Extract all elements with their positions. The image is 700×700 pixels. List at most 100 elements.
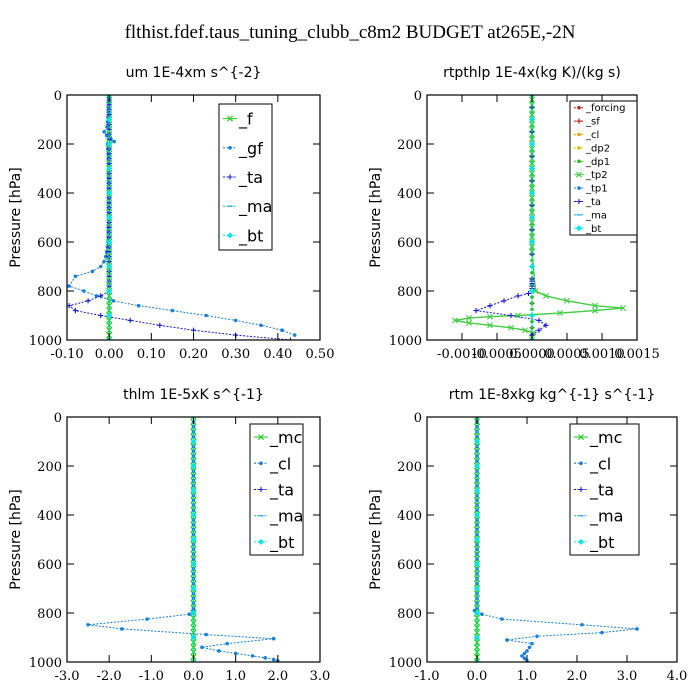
legend-label: _bt xyxy=(585,224,601,235)
series-bt-point xyxy=(474,463,480,469)
legend: _forcing _sf _cl _dp2 _dp1 _tp2 _tp1 _ta _ma _bt xyxy=(569,100,638,236)
series-mc-point xyxy=(190,619,197,626)
legend-label: _forcing xyxy=(585,103,626,114)
series-cl-point xyxy=(191,449,196,454)
series-gf-point xyxy=(67,284,71,288)
series-cl-point xyxy=(250,654,255,658)
series-cl-point xyxy=(525,649,529,653)
legend-swatch-marker xyxy=(576,171,582,178)
legend-swatch-marker xyxy=(578,434,584,441)
series-tp2-point xyxy=(515,312,521,319)
legend-label: _f xyxy=(238,110,253,130)
y-tick-label: 1000 xyxy=(389,334,422,349)
x-tick-label: 0.0 xyxy=(183,669,204,684)
series-gf-point xyxy=(112,139,117,144)
series-bt-point xyxy=(529,239,535,245)
legend-label: _tp1 xyxy=(585,184,608,195)
legend-label: _gf xyxy=(238,139,263,159)
series-cl-point xyxy=(475,434,479,439)
series-cl-point xyxy=(475,532,479,537)
legend-label: _ta xyxy=(589,481,614,501)
series-cl-point xyxy=(86,622,90,627)
legend-label: _bt xyxy=(238,226,263,246)
series-tp2-point xyxy=(529,95,535,98)
series-cl-point xyxy=(522,656,527,661)
legend: _mc _cl _ta _ma _bt xyxy=(569,423,640,556)
y-tick-label: 0 xyxy=(414,411,422,426)
x-tick-label: 2.0 xyxy=(267,669,288,684)
series-group xyxy=(86,417,280,662)
series-ta-point xyxy=(190,327,197,333)
panel-title: rtpthlp 1E-4x(kg K)/(kg s) xyxy=(443,65,621,81)
panel-title: um 1E-4xm s^{-2} xyxy=(126,65,262,81)
x-tick-label: 3.0 xyxy=(310,669,331,684)
series-f-point xyxy=(106,337,113,340)
series-cl-point xyxy=(191,523,196,527)
series-cl-point xyxy=(191,498,196,503)
x-tick-label: 0.0000 xyxy=(509,347,555,362)
series-bt-point xyxy=(190,561,197,567)
legend-box xyxy=(569,100,638,236)
x-tick-label: -1.0 xyxy=(139,669,164,684)
series-cl-point xyxy=(475,498,479,503)
series-bt-point xyxy=(190,536,197,543)
legend-swatch-marker xyxy=(577,159,581,164)
series-cl-point xyxy=(191,596,196,601)
series-tp2-point xyxy=(529,337,535,340)
series-ta-line xyxy=(475,95,547,340)
series-tp2-point xyxy=(532,288,539,294)
series-gf-point xyxy=(136,303,141,308)
series-ta-point xyxy=(127,317,133,323)
series-group xyxy=(472,417,639,662)
y-tick-label: 800 xyxy=(37,607,62,622)
x-tick-label: 0.40 xyxy=(263,347,292,362)
series-cl-point xyxy=(475,596,479,601)
legend-label: _ta xyxy=(238,168,263,188)
legend-label: _cl xyxy=(269,454,291,474)
series-cl-line xyxy=(88,417,278,662)
series-ta-point xyxy=(85,298,91,304)
series-cl-point xyxy=(191,474,196,478)
series-tp2-point xyxy=(529,136,535,143)
series-cl-point xyxy=(480,612,484,617)
series-bt-point xyxy=(190,487,197,494)
series-bt-point xyxy=(474,585,480,592)
legend-swatch-marker xyxy=(577,105,581,110)
y-tick-label: 1000 xyxy=(29,656,62,671)
series-cl-point xyxy=(225,641,230,646)
series-f-point xyxy=(106,307,113,314)
series-cl-point xyxy=(191,425,196,429)
series-gf-point xyxy=(94,294,99,298)
series-cl-point xyxy=(475,483,479,488)
series-bt-point xyxy=(474,634,480,641)
legend-swatch-marker xyxy=(578,486,584,493)
series-gf-point xyxy=(102,129,106,134)
y-tick-label: 800 xyxy=(397,285,422,300)
series-tp2-point xyxy=(529,160,535,167)
series-gf-point xyxy=(280,328,284,333)
series-tp2-point xyxy=(487,322,493,329)
series-mc-point xyxy=(474,659,480,662)
series-tp2-point xyxy=(543,292,549,299)
y-tick-label: 600 xyxy=(37,558,62,573)
y-tick-label: 800 xyxy=(397,607,422,622)
series-bt-point xyxy=(106,214,113,221)
legend-swatch-marker xyxy=(228,146,232,150)
series-bt-point xyxy=(474,438,480,445)
y-tick-label: 400 xyxy=(397,509,422,524)
series-tp2-point xyxy=(522,327,528,334)
legend-swatch-marker xyxy=(576,225,582,232)
series-ta-point xyxy=(487,303,493,309)
plot-frame xyxy=(426,416,678,663)
chart-panel-2: rtpthlp 1E-4x(kg K)/(kg s) Pressure [hPa]… xyxy=(368,65,660,362)
figure-title: flthist.fdef.taus_tuning_clubb_c8m2 BUDG… xyxy=(125,22,576,43)
series-tp2-point xyxy=(529,111,535,118)
series-bt-point xyxy=(190,463,197,469)
series-bt-point xyxy=(190,634,197,641)
series-tp2-point xyxy=(592,307,598,314)
series-gf-point xyxy=(170,308,175,313)
series-tp2-point xyxy=(592,302,598,309)
y-tick-label: 0 xyxy=(414,89,422,104)
x-tick-label: -0.0010 xyxy=(437,347,487,362)
series-bt-point xyxy=(190,438,197,445)
